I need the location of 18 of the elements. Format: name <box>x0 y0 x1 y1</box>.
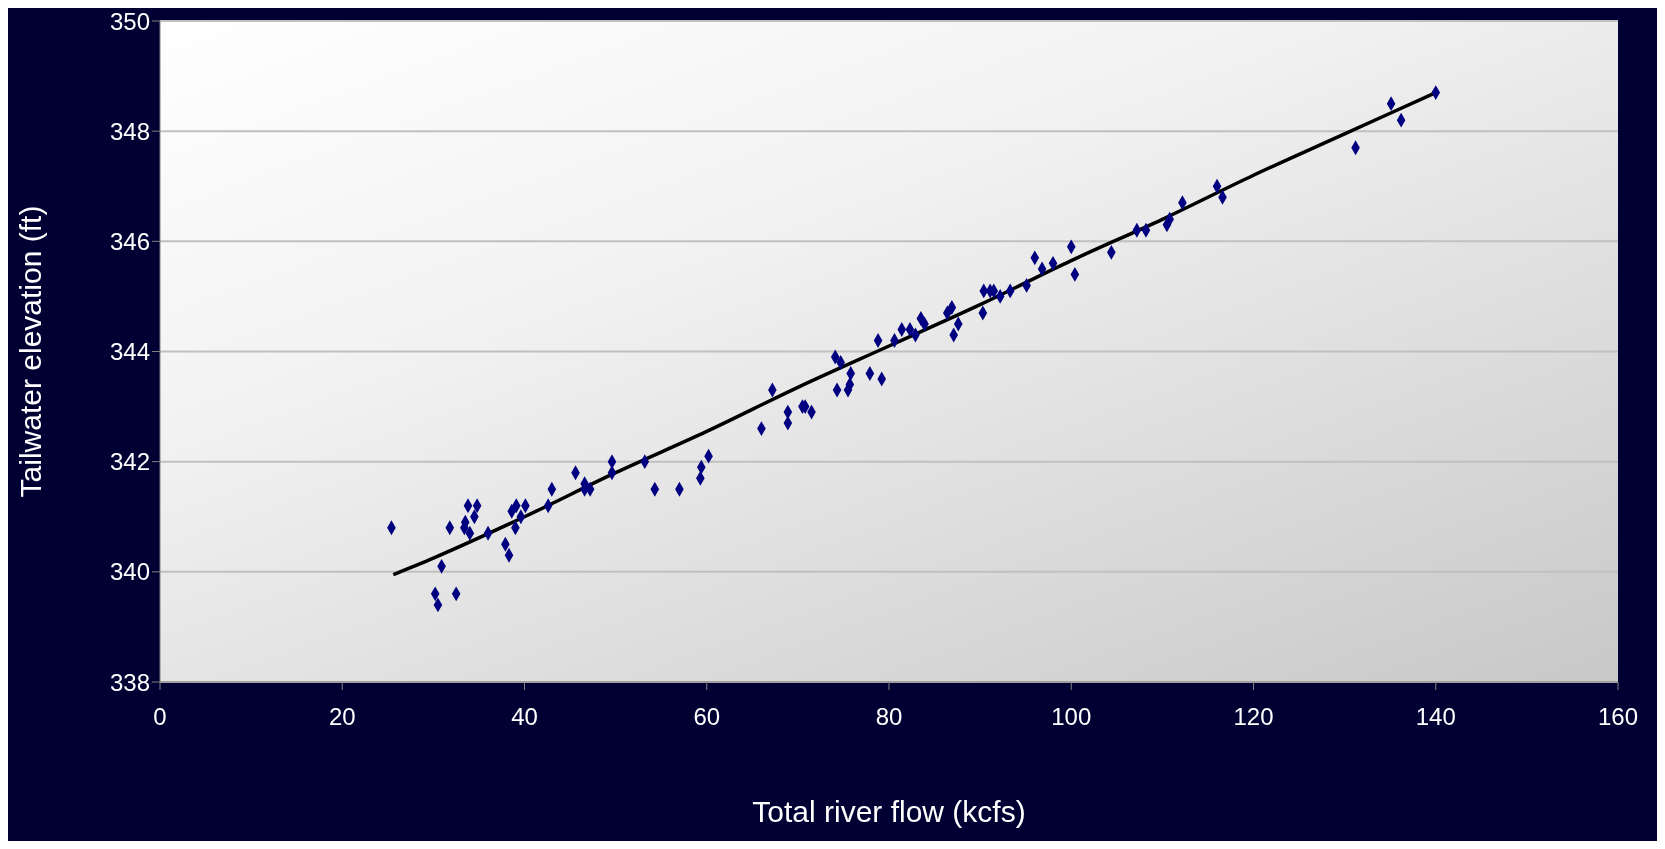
y-tick-label: 340 <box>109 558 150 586</box>
y-tick-label: 346 <box>109 227 150 255</box>
x-tick-label: 160 <box>1597 703 1639 731</box>
y-tick-label: 338 <box>109 668 150 696</box>
x-tick-label: 140 <box>1415 703 1456 731</box>
x-tick-label: 20 <box>328 703 356 731</box>
x-tick-label: 40 <box>511 703 538 731</box>
y-tick-label: 342 <box>109 448 150 476</box>
x-tick-label: 60 <box>693 703 721 731</box>
y-tick-label: 350 <box>109 7 150 35</box>
x-tick-label: 120 <box>1233 703 1274 731</box>
x-tick-label: 0 <box>153 703 167 731</box>
y-tick-label: 348 <box>109 117 150 145</box>
y-tick-label: 344 <box>109 338 150 366</box>
x-tick-label: 80 <box>875 703 903 731</box>
x-tick-label: 100 <box>1051 703 1092 731</box>
x-axis-title: Total river flow (kcfs) <box>752 795 1026 828</box>
y-axis-title: Tailwater elevation (ft) <box>13 205 47 498</box>
